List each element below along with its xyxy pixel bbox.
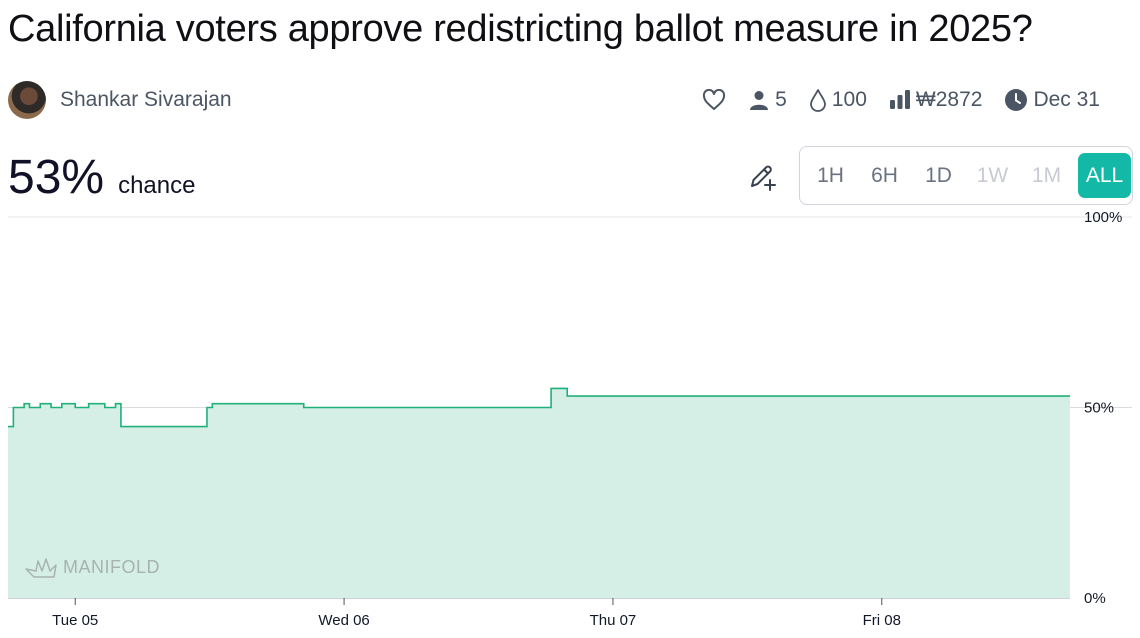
probability-area: [8, 388, 1070, 598]
x-tick-label: Fri 08: [863, 612, 901, 629]
x-axis: Tue 05 Wed 06 Thu 07 Fri 08: [52, 598, 901, 629]
liquidity-value: 100: [831, 88, 867, 111]
range-1h[interactable]: 1H: [817, 163, 844, 187]
market-stats: 5 100 ₩2872 Dec 31: [680, 88, 1100, 112]
volume-stat: ₩2872: [889, 88, 983, 112]
user-icon: [750, 91, 769, 110]
probability-label: chance: [118, 172, 196, 199]
range-1w: 1W: [976, 163, 1009, 187]
like-button[interactable]: [702, 89, 726, 111]
x-tick-label: Tue 05: [52, 612, 98, 629]
pencil-plus-icon: [751, 165, 776, 191]
range-1d[interactable]: 1D: [925, 163, 952, 187]
traders-stat: 5: [748, 88, 787, 112]
y-tick-label: 50%: [1084, 400, 1114, 417]
market-meta: Shankar Sivarajan 5 100 ₩2872 Dec 31: [8, 81, 1132, 121]
probability-display: 53% chance: [8, 150, 195, 205]
liquidity-stat[interactable]: 100: [809, 88, 867, 112]
manifold-watermark: MANIFOLD: [25, 557, 160, 578]
x-tick-label: Wed 06: [318, 612, 369, 629]
probability-value: 53%: [8, 151, 105, 204]
author-name[interactable]: Shankar Sivarajan: [60, 88, 232, 111]
range-6h[interactable]: 6H: [871, 163, 898, 187]
x-tick-label: Thu 07: [590, 612, 637, 629]
market-title: California voters approve redistricting …: [8, 8, 1033, 50]
time-range-selector: 1H 6H 1D 1W 1M ALL: [799, 146, 1133, 205]
edit-chart-button[interactable]: [746, 161, 778, 193]
close-date: Dec 31: [1033, 88, 1100, 111]
close-date-stat: Dec 31: [1004, 88, 1100, 112]
watermark-text: MANIFOLD: [63, 557, 160, 577]
avatar[interactable]: [8, 81, 46, 119]
traders-count: 5: [775, 88, 787, 111]
y-axis: 100% 50% 0%: [1084, 209, 1122, 607]
range-1m: 1M: [1031, 163, 1062, 187]
clock-icon: [1005, 89, 1028, 111]
probability-line: [8, 387, 1070, 428]
heart-icon: [703, 89, 726, 110]
probability-chart[interactable]: MANIFOLD 100% 50% 0% Tue 05 Wed 06 Thu 07 Fri…: [0, 205, 1140, 638]
range-all[interactable]: ALL: [1078, 153, 1131, 198]
manifold-crane-icon: [25, 558, 57, 578]
y-tick-label: 0%: [1084, 590, 1106, 607]
droplet-icon: [809, 89, 826, 112]
author[interactable]: Shankar Sivarajan: [8, 81, 232, 119]
bar-chart-icon: [889, 90, 910, 109]
y-tick-label: 100%: [1084, 209, 1122, 226]
volume-value: ₩2872: [915, 88, 983, 111]
